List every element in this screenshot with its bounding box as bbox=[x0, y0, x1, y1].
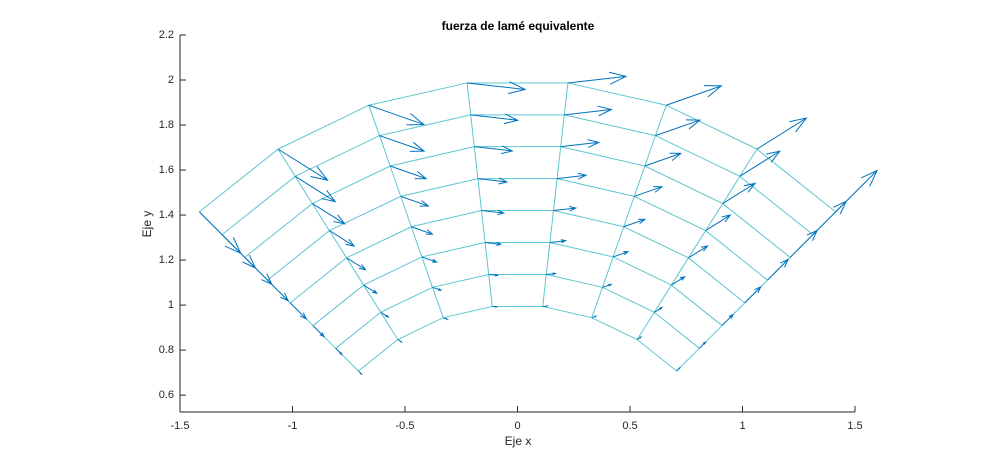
arrow bbox=[421, 256, 439, 263]
arrow bbox=[688, 245, 709, 259]
arrow bbox=[744, 285, 762, 304]
arrow bbox=[312, 325, 326, 338]
arrow bbox=[654, 306, 664, 313]
y-tick-label: 1.6 bbox=[159, 164, 174, 176]
arrow bbox=[623, 218, 647, 228]
y-tick-label: 2.2 bbox=[159, 29, 174, 41]
mesh-line bbox=[466, 82, 493, 307]
mesh-line bbox=[277, 148, 399, 340]
arrow bbox=[485, 241, 503, 246]
arrow bbox=[612, 251, 630, 258]
arrow bbox=[739, 150, 782, 177]
arrow bbox=[553, 206, 578, 212]
y-tick-label: 1.8 bbox=[159, 119, 174, 131]
arrow bbox=[676, 366, 681, 372]
arrow bbox=[835, 169, 879, 213]
y-tick-label: 1.4 bbox=[159, 209, 174, 221]
arrow bbox=[329, 230, 356, 247]
arrow bbox=[721, 313, 735, 326]
arrow bbox=[636, 336, 643, 340]
arrow bbox=[767, 258, 790, 281]
mesh-line bbox=[636, 148, 758, 340]
chart-title: fuerza de lamé equivalente bbox=[442, 19, 595, 33]
arrow bbox=[722, 182, 757, 205]
arrow bbox=[312, 203, 346, 225]
arrow bbox=[363, 284, 379, 295]
mesh-line bbox=[591, 105, 667, 318]
arrow bbox=[474, 145, 514, 155]
arrow bbox=[477, 177, 509, 185]
arrow bbox=[443, 317, 449, 320]
x-tick-label: -1 bbox=[288, 420, 298, 432]
arrow bbox=[655, 119, 702, 137]
mesh-line bbox=[542, 82, 569, 307]
arrow bbox=[564, 105, 613, 117]
arrow bbox=[294, 175, 337, 203]
arrow bbox=[644, 152, 683, 167]
arrow bbox=[634, 186, 664, 197]
arrow bbox=[546, 272, 557, 276]
mesh-line bbox=[244, 146, 791, 258]
mesh-line bbox=[289, 210, 746, 304]
x-axis-label: Eje x bbox=[505, 434, 532, 448]
arrow bbox=[666, 85, 723, 106]
arrow bbox=[560, 139, 601, 148]
arrow bbox=[368, 104, 426, 126]
arrow bbox=[488, 273, 500, 277]
mesh-line bbox=[335, 273, 700, 349]
mesh-line bbox=[358, 305, 677, 372]
arrow bbox=[470, 113, 520, 125]
x-tick-label: -0.5 bbox=[396, 420, 415, 432]
arrow bbox=[379, 135, 426, 152]
arrow bbox=[756, 117, 808, 150]
arrow bbox=[432, 286, 443, 291]
x-tick-label: -1.5 bbox=[171, 420, 190, 432]
arrow bbox=[335, 347, 344, 356]
y-tick-label: 2 bbox=[168, 74, 174, 86]
x-tick-label: 0.5 bbox=[622, 420, 637, 432]
y-tick-label: 0.6 bbox=[159, 389, 174, 401]
y-tick-label: 1.2 bbox=[159, 254, 174, 266]
arrow bbox=[698, 340, 707, 349]
mesh-line bbox=[368, 105, 444, 318]
arrow bbox=[289, 302, 308, 320]
arrow bbox=[602, 283, 613, 288]
arrow bbox=[557, 172, 588, 180]
arrow bbox=[467, 81, 527, 95]
arrow bbox=[705, 214, 732, 232]
arrow bbox=[591, 315, 598, 319]
arrow bbox=[481, 209, 506, 216]
y-axis-label: Eje y bbox=[140, 211, 154, 238]
arrow bbox=[358, 370, 363, 376]
arrow bbox=[397, 339, 403, 343]
mesh-line bbox=[221, 114, 814, 236]
arrow bbox=[411, 226, 434, 235]
arrow bbox=[549, 239, 568, 244]
x-tick-label: 1 bbox=[739, 420, 745, 432]
arrow bbox=[671, 275, 686, 286]
arrow bbox=[542, 305, 549, 308]
arrow bbox=[380, 311, 390, 318]
arrow bbox=[567, 71, 628, 85]
arrow bbox=[346, 257, 367, 271]
arrow bbox=[492, 305, 499, 308]
arrow bbox=[277, 148, 329, 181]
y-tick-label: 0.8 bbox=[159, 344, 174, 356]
mesh-line bbox=[199, 82, 836, 213]
arrow bbox=[389, 165, 428, 180]
y-tick-label: 1 bbox=[168, 299, 174, 311]
arrow bbox=[198, 211, 242, 255]
x-tick-label: 0 bbox=[514, 420, 520, 432]
mesh-line bbox=[312, 242, 723, 326]
x-tick-label: 1.5 bbox=[847, 420, 862, 432]
arrow bbox=[400, 195, 430, 207]
mesh-line bbox=[267, 178, 768, 281]
